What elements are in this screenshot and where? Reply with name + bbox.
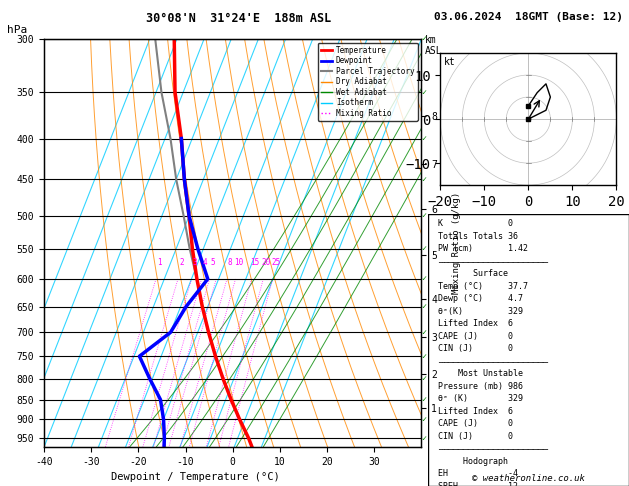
Text: kt: kt: [444, 57, 455, 67]
Text: 8: 8: [228, 258, 233, 267]
Text: © weatheronline.co.uk: © weatheronline.co.uk: [472, 474, 585, 483]
Text: ✓: ✓: [421, 134, 426, 143]
Text: ✓: ✓: [421, 275, 426, 283]
Text: ✓: ✓: [421, 328, 426, 337]
Text: Mixing Ratio (g/kg): Mixing Ratio (g/kg): [452, 192, 460, 294]
Text: ✓: ✓: [421, 211, 426, 220]
Text: 30°08'N  31°24'E  188m ASL: 30°08'N 31°24'E 188m ASL: [147, 12, 331, 25]
Text: ✓: ✓: [421, 175, 426, 184]
Text: ✓: ✓: [421, 35, 426, 43]
Text: km
ASL: km ASL: [425, 35, 443, 56]
Text: 15: 15: [250, 258, 259, 267]
Text: 1: 1: [157, 258, 162, 267]
Text: 20: 20: [262, 258, 271, 267]
Text: 25: 25: [271, 258, 281, 267]
X-axis label: Dewpoint / Temperature (°C): Dewpoint / Temperature (°C): [111, 471, 279, 482]
Text: ✓: ✓: [421, 88, 426, 97]
Text: 5: 5: [211, 258, 215, 267]
Text: 10: 10: [234, 258, 243, 267]
Text: 2: 2: [179, 258, 184, 267]
Text: ✓: ✓: [421, 434, 426, 443]
Text: ✓: ✓: [421, 395, 426, 404]
FancyBboxPatch shape: [428, 214, 629, 486]
Text: 3: 3: [192, 258, 198, 267]
Text: 03.06.2024  18GMT (Base: 12): 03.06.2024 18GMT (Base: 12): [434, 12, 623, 22]
Text: ✓: ✓: [421, 374, 426, 383]
Text: K             0
Totals Totals 36
PW (cm)       1.42
──────────────────────
     : K 0 Totals Totals 36 PW (cm) 1.42 ──────…: [438, 219, 548, 486]
Text: ✓: ✓: [421, 244, 426, 253]
Text: 4: 4: [203, 258, 208, 267]
Text: ✓: ✓: [421, 352, 426, 361]
Legend: Temperature, Dewpoint, Parcel Trajectory, Dry Adiabat, Wet Adiabat, Isotherm, Mi: Temperature, Dewpoint, Parcel Trajectory…: [318, 43, 418, 121]
Text: ✓: ✓: [421, 302, 426, 311]
Y-axis label: hPa: hPa: [8, 25, 28, 35]
Text: ✓: ✓: [421, 415, 426, 424]
